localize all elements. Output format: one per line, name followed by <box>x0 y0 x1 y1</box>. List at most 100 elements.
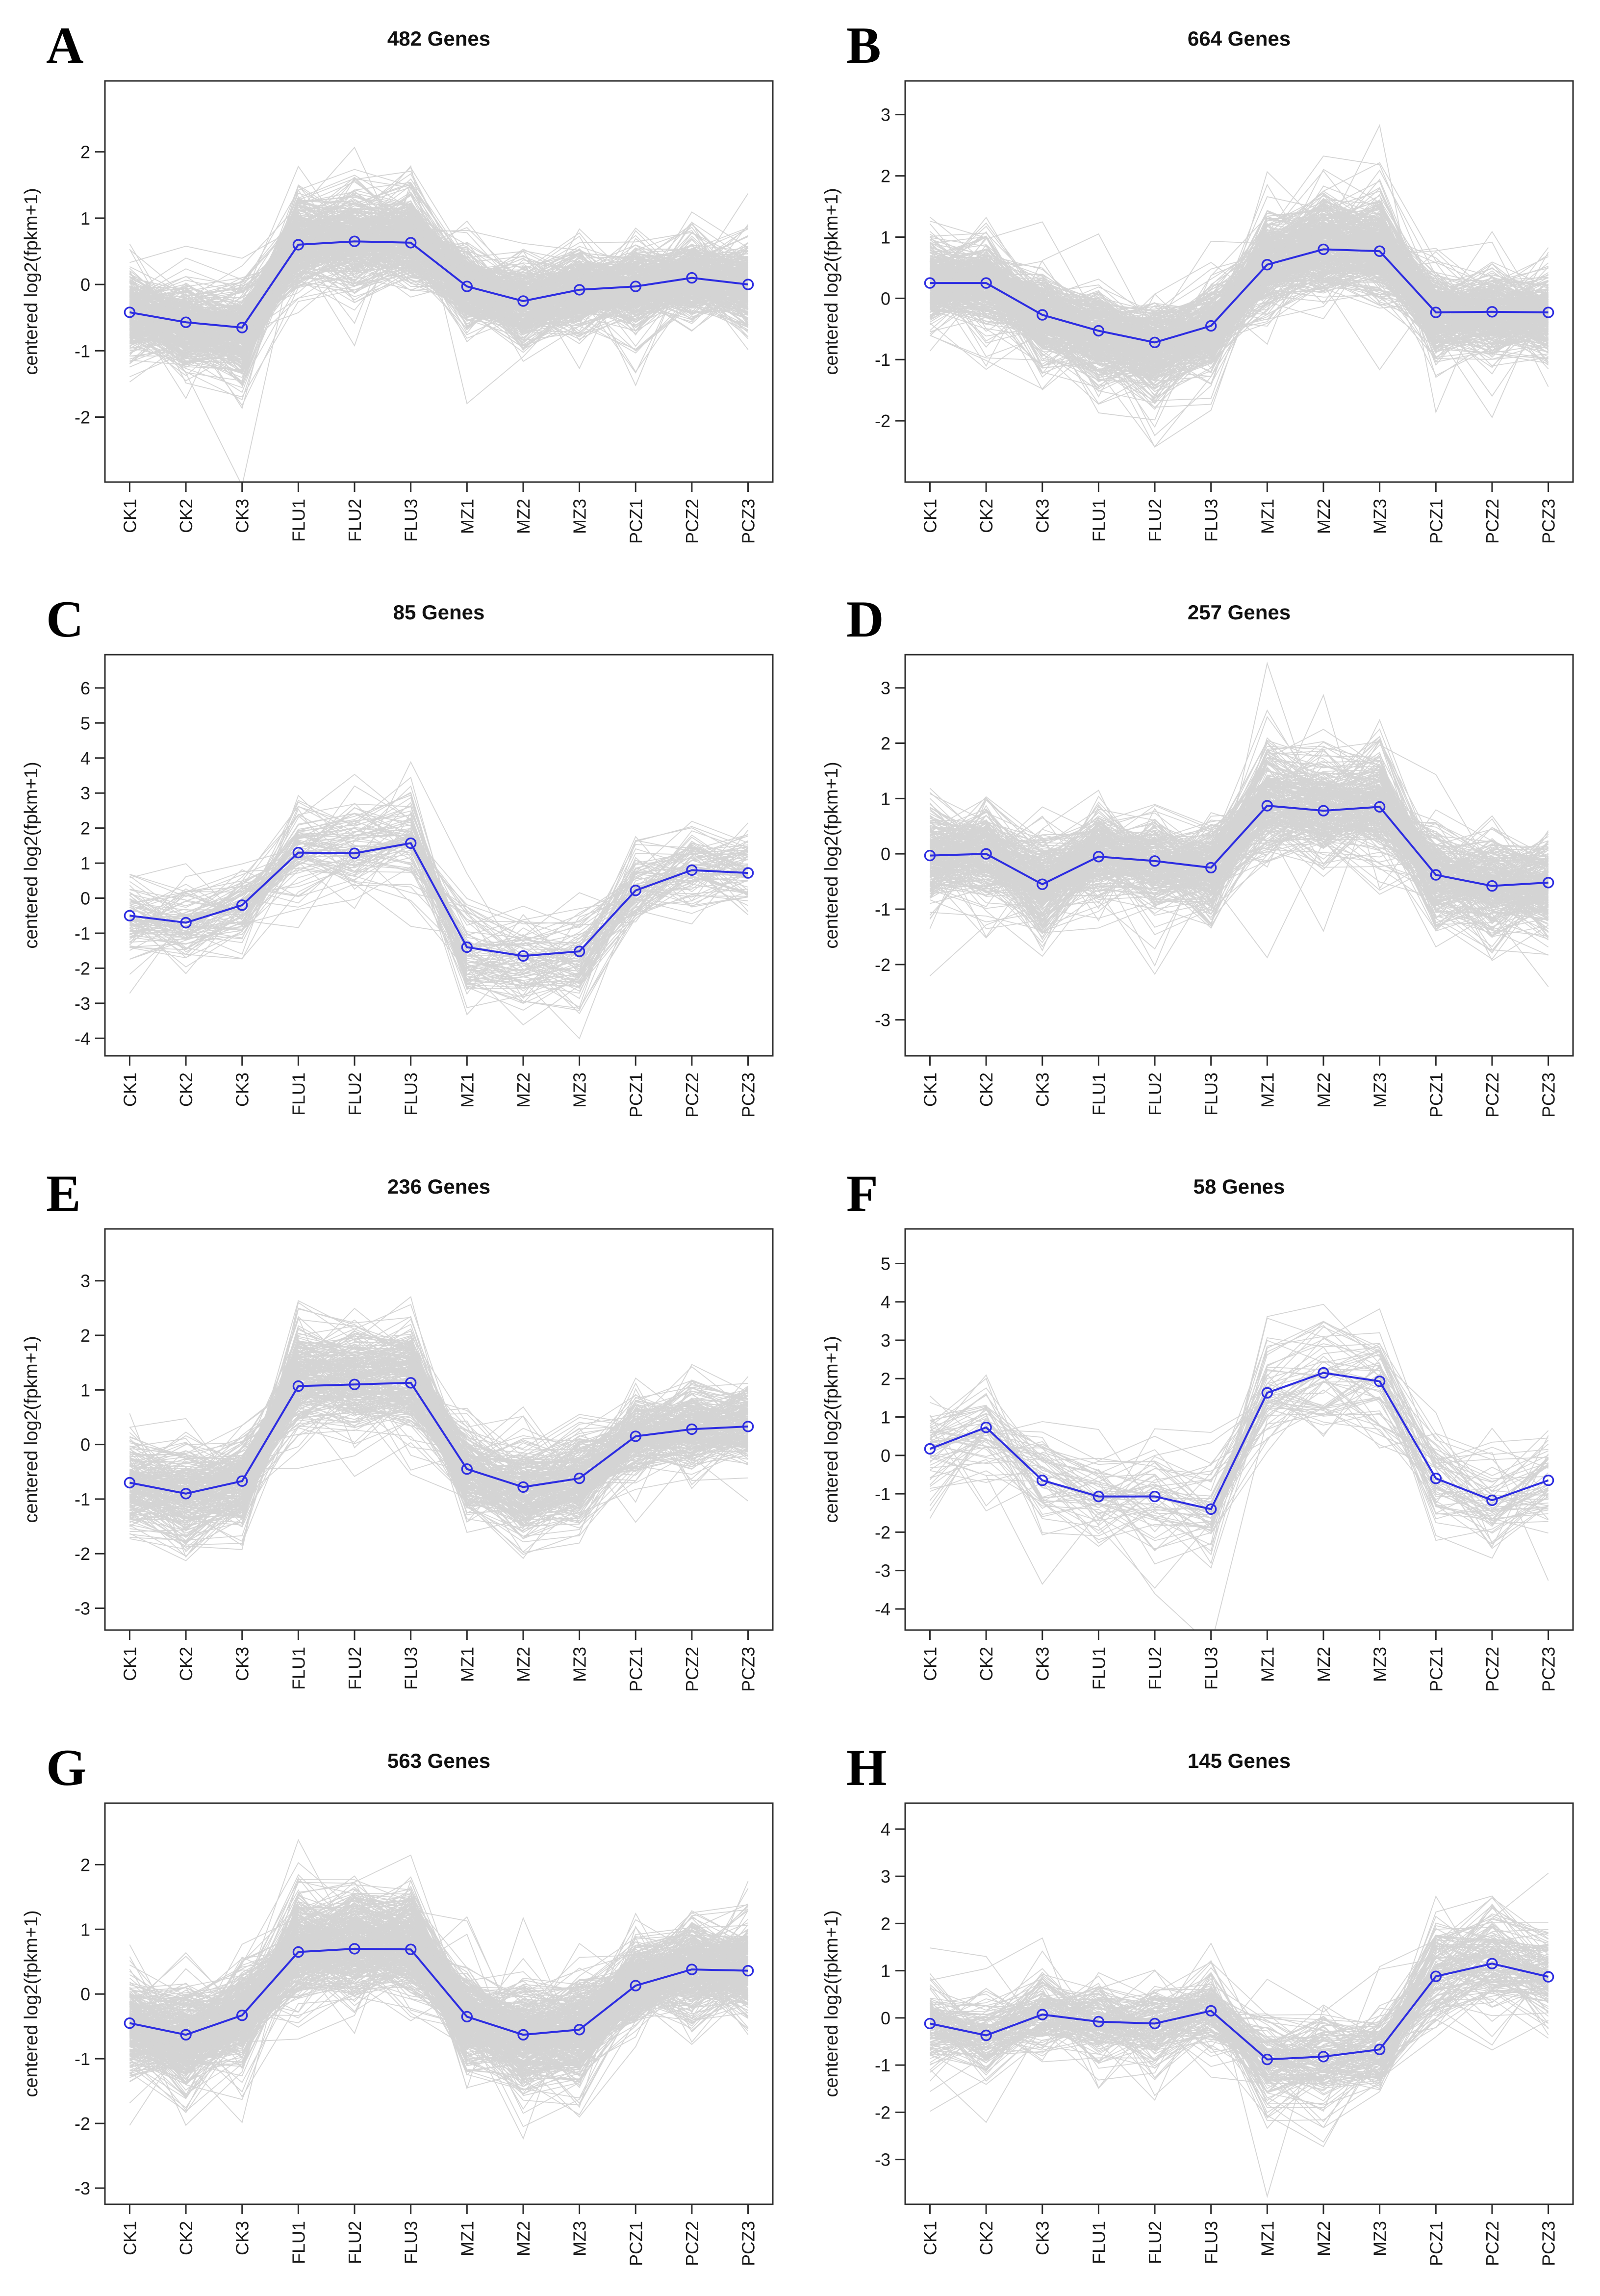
y-tick-label: 0 <box>80 1984 90 2004</box>
y-tick-label: 1 <box>881 227 890 247</box>
mean-marker <box>1149 855 1161 867</box>
mean-marker <box>124 306 136 318</box>
gene-lines <box>929 662 1549 987</box>
x-tick-label: FLU1 <box>288 1072 308 1116</box>
mean-marker <box>1373 245 1386 257</box>
plot-area <box>124 146 754 482</box>
mean-marker <box>742 1965 754 1977</box>
gene-lines <box>129 146 749 482</box>
gene-lines <box>129 761 749 1040</box>
x-tick-label: FLU1 <box>288 499 308 542</box>
x-tick-label: MZ1 <box>457 499 477 534</box>
panel-C-letter: C <box>46 590 84 648</box>
mean-marker <box>1430 1473 1442 1484</box>
panel-A-letter: A <box>46 17 84 74</box>
y-axis-title: centered log2(fpkm+1) <box>21 188 42 375</box>
y-tick-label: 2 <box>80 142 90 162</box>
mean-marker <box>180 1488 192 1500</box>
x-axis: CK1 CK2 CK3 FLU1 FLU2 FLU3 MZ1 MZ2 MZ3 PCZ1 PCZ2 PC… <box>120 2204 759 2266</box>
mean-marker <box>742 867 754 879</box>
mean-marker <box>573 945 585 957</box>
y-tick-label: -2 <box>75 1544 90 1564</box>
mean-marker <box>686 864 698 876</box>
panel-B-chart: CK1 CK2 CK3 FLU1 FLU2 FLU3 MZ1 MZ2 MZ3 PCZ1 PCZ2 PC… <box>821 80 1574 544</box>
mean-marker <box>1261 1387 1273 1399</box>
y-tick-label: 5 <box>80 713 90 733</box>
x-tick-label: MZ2 <box>1314 2221 1334 2256</box>
plot-box <box>104 1802 774 2205</box>
mean-marker <box>349 1943 360 1955</box>
plot-box <box>904 80 1574 483</box>
y-tick-label: -2 <box>875 2102 890 2122</box>
y-tick-label: 4 <box>881 1819 890 1839</box>
plot-box <box>904 654 1574 1057</box>
x-tick-label: PCZ3 <box>738 499 759 544</box>
y-tick-label: -1 <box>875 899 890 919</box>
mean-marker <box>292 239 305 251</box>
y-tick-label: 2 <box>80 1855 90 1875</box>
x-tick-label: PCZ3 <box>738 1647 759 1692</box>
mean-marker <box>924 277 936 289</box>
mean-marker <box>1318 805 1329 816</box>
mean-marker <box>124 910 136 921</box>
y-tick-label: 1 <box>80 1380 90 1400</box>
mean-marker <box>461 941 473 953</box>
mean-marker <box>517 1481 529 1493</box>
mean-marker <box>1542 1971 1554 1983</box>
x-tick-label: MZ1 <box>1257 499 1277 534</box>
x-tick-label: CK1 <box>920 499 940 533</box>
x-tick-label: PCZ1 <box>1426 1647 1446 1692</box>
x-tick-label: FLU2 <box>1145 2221 1165 2264</box>
mean-marker <box>1037 878 1048 890</box>
x-tick-label: PCZ1 <box>1426 1072 1446 1118</box>
mean-marker <box>1149 2017 1161 2030</box>
y-tick-label: 2 <box>80 818 90 839</box>
mean-marker <box>292 1380 305 1392</box>
x-tick-label: FLU3 <box>1201 499 1221 542</box>
x-tick-label: CK2 <box>976 499 996 533</box>
x-tick-label: PCZ2 <box>1482 499 1502 544</box>
mean-line <box>124 1377 754 1500</box>
x-tick-label: FLU2 <box>1145 499 1165 542</box>
mean-marker <box>1261 2053 1273 2066</box>
y-tick-label: 0 <box>80 889 90 909</box>
y-tick-label: -3 <box>75 994 90 1014</box>
mean-marker <box>1318 1367 1329 1379</box>
y-tick-label: -2 <box>875 955 890 975</box>
mean-marker <box>180 917 192 929</box>
mean-marker <box>1318 2051 1329 2063</box>
x-tick-label: CK3 <box>1033 1072 1053 1107</box>
y-tick-label: 0 <box>80 1435 90 1455</box>
gene-lines <box>129 1838 749 2140</box>
panel-H-letter: H <box>846 1739 887 1796</box>
x-tick-label: MZ2 <box>1314 499 1334 534</box>
mean-marker <box>517 2029 529 2041</box>
mean-marker <box>1486 1494 1498 1506</box>
x-tick-label: CK1 <box>920 2221 940 2255</box>
x-tick-label: PCZ3 <box>738 1072 759 1118</box>
panel-F: F 58 Genes CK1 CK2 CK3 FLU1 FLU2 FLU3 MZ1 MZ2 MZ… <box>800 1148 1600 1722</box>
y-axis-title: centered log2(fpkm+1) <box>821 1910 842 2097</box>
panel-G: G 563 Genes CK1 CK2 CK3 FLU1 FLU2 FLU3 MZ1 MZ2 M… <box>0 1722 800 2296</box>
y-tick-label: 1 <box>881 1407 890 1428</box>
mean-marker <box>1261 800 1273 812</box>
x-tick-label: MZ3 <box>570 1072 590 1108</box>
mean-marker <box>236 2010 248 2021</box>
y-tick-label: 2 <box>881 1913 890 1934</box>
y-tick-label: 0 <box>881 2008 890 2028</box>
mean-marker <box>1205 862 1217 874</box>
x-tick-label: PCZ1 <box>1426 2221 1446 2266</box>
panel-D-title: 257 Genes <box>1187 601 1291 624</box>
panel-H-chart: CK1 CK2 CK3 FLU1 FLU2 FLU3 MZ1 MZ2 MZ3 PCZ1 PCZ2 PC… <box>821 1802 1574 2266</box>
x-tick-label: MZ1 <box>1257 1647 1277 1682</box>
y-tick-label: -2 <box>75 2114 90 2134</box>
panel-E-title: 236 Genes <box>387 1175 491 1198</box>
y-axis: -2 -1 0 1 2 3 <box>875 105 905 431</box>
y-axis-title: centered log2(fpkm+1) <box>821 762 842 948</box>
x-tick-label: CK3 <box>1033 2221 1053 2255</box>
x-tick-label: PCZ3 <box>1539 1072 1559 1118</box>
y-tick-label: 3 <box>881 105 890 125</box>
x-axis: CK1 CK2 CK3 FLU1 FLU2 FLU3 MZ1 MZ2 MZ3 PCZ1 PCZ2 PC… <box>920 1056 1559 1118</box>
x-tick-label: MZ1 <box>457 1072 477 1108</box>
